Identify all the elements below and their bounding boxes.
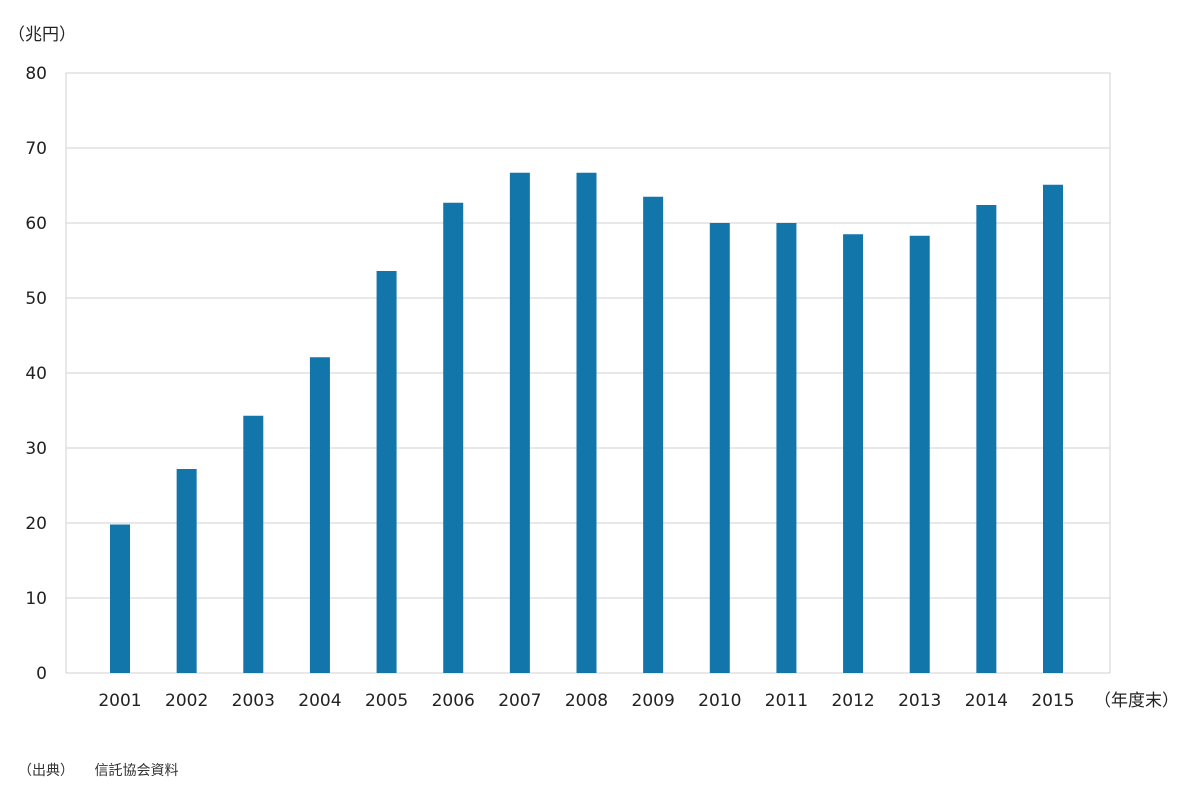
x-tick-label-2008: 2008 xyxy=(565,691,608,711)
x-tick-label-2015: 2015 xyxy=(1031,691,1074,711)
bar-2009 xyxy=(643,196,664,673)
x-tick-label-2001: 2001 xyxy=(98,691,141,711)
source-text: 信託協会資料 xyxy=(94,763,179,779)
bar-2014 xyxy=(976,205,997,673)
bars xyxy=(110,172,1063,673)
bar-2005 xyxy=(376,271,397,673)
bar-2013 xyxy=(909,235,930,673)
x-tick-label-2010: 2010 xyxy=(698,691,741,711)
x-axis-tick-labels: 2001 2002 2003 2004 2005 2006 2007 2008 2009 2010… xyxy=(98,691,1074,711)
bar-2003 xyxy=(243,415,264,673)
x-tick-label-2012: 2012 xyxy=(831,691,874,711)
source-note: （出典） 信託協会資料 xyxy=(18,760,194,780)
bar-2004 xyxy=(309,357,330,673)
x-tick-label-2006: 2006 xyxy=(432,691,475,711)
bar-2007 xyxy=(509,172,530,673)
y-tick-label-40: 40 xyxy=(25,364,47,384)
bar-2015 xyxy=(1043,184,1063,673)
y-tick-label-60: 60 xyxy=(25,214,47,234)
x-tick-label-2011: 2011 xyxy=(765,691,808,711)
x-tick-label-2002: 2002 xyxy=(165,691,208,711)
y-tick-label-20: 20 xyxy=(25,514,47,534)
x-tick-label-2013: 2013 xyxy=(898,691,941,711)
x-axis-unit-label: （年度末） xyxy=(1094,691,1179,711)
y-tick-label-70: 70 xyxy=(25,139,47,159)
x-tick-label-2004: 2004 xyxy=(298,691,341,711)
y-axis-tick-labels: 0 10 20 30 40 50 60 70 80 xyxy=(25,64,47,684)
bar-2008 xyxy=(576,172,597,673)
source-label: （出典） xyxy=(18,763,74,779)
y-tick-label-0: 0 xyxy=(36,664,47,684)
bar-2010 xyxy=(709,223,730,673)
y-tick-label-10: 10 xyxy=(25,589,47,609)
bar-2011 xyxy=(776,223,797,673)
y-tick-label-80: 80 xyxy=(25,64,47,84)
x-tick-label-2014: 2014 xyxy=(965,691,1008,711)
bar-2002 xyxy=(176,469,197,673)
x-tick-label-2009: 2009 xyxy=(632,691,675,711)
y-tick-label-50: 50 xyxy=(25,289,47,309)
bar-2001 xyxy=(110,524,130,673)
bar-2012 xyxy=(843,234,864,673)
x-tick-label-2003: 2003 xyxy=(232,691,275,711)
bar-2006 xyxy=(443,202,464,673)
x-tick-label-2005: 2005 xyxy=(365,691,408,711)
x-tick-label-2007: 2007 xyxy=(498,691,541,711)
y-tick-label-30: 30 xyxy=(25,439,47,459)
y-axis-unit-label: （兆円） xyxy=(8,25,76,45)
